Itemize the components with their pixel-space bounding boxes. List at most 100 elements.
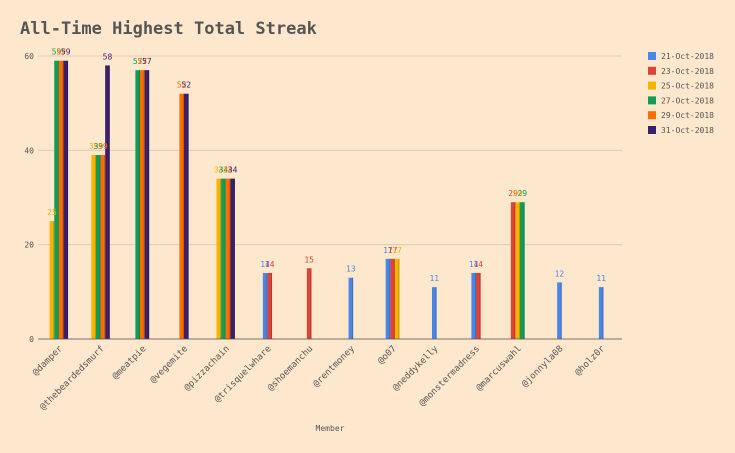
data-label: 29 bbox=[508, 189, 518, 198]
bar bbox=[394, 258, 400, 339]
bar bbox=[267, 272, 273, 339]
bar-shade bbox=[389, 258, 391, 339]
data-label: 34 bbox=[228, 166, 238, 175]
x-tick-label: @jonnyla08 bbox=[520, 344, 565, 389]
y-tick-label: 0 bbox=[29, 335, 34, 344]
bar-shade bbox=[138, 70, 140, 340]
bar bbox=[348, 277, 354, 339]
bar bbox=[135, 70, 140, 340]
bar-shade bbox=[514, 202, 516, 339]
legend-label: 27-Oct-2018 bbox=[661, 96, 714, 105]
data-label: 17 bbox=[388, 246, 398, 255]
data-label: 58 bbox=[103, 52, 113, 61]
legend-label: 21-Oct-2018 bbox=[661, 52, 714, 61]
bar-shade bbox=[560, 282, 562, 339]
legend: 21-Oct-2018 23-Oct-2018 25-Oct-2018 27-Oct-… bbox=[648, 52, 714, 135]
data-label: 25 bbox=[47, 208, 57, 217]
bar-shade bbox=[271, 272, 273, 339]
x-tick-label: @meatpie bbox=[111, 344, 149, 382]
data-label: 57 bbox=[133, 57, 143, 66]
gridlines bbox=[38, 55, 622, 340]
data-label: 57 bbox=[137, 57, 147, 66]
legend-swatch bbox=[648, 111, 656, 120]
bar bbox=[385, 258, 391, 339]
bar-shade bbox=[479, 272, 481, 339]
bar bbox=[225, 178, 231, 339]
data-label: 57 bbox=[142, 57, 152, 66]
bar-shade bbox=[57, 60, 59, 339]
x-tick-label: @vegemite bbox=[149, 344, 191, 386]
data-label: 34 bbox=[214, 166, 224, 175]
y-axis: 0 20 40 60 bbox=[24, 52, 34, 344]
data-label: 15 bbox=[304, 255, 314, 264]
bar-shade bbox=[229, 178, 231, 339]
y-tick-label: 20 bbox=[24, 241, 34, 250]
bar-shade bbox=[266, 272, 268, 339]
bar-shade bbox=[62, 60, 64, 339]
data-label: 59 bbox=[61, 48, 71, 57]
bar-shade bbox=[220, 178, 222, 339]
bar-shade bbox=[224, 178, 226, 339]
legend-swatch bbox=[648, 66, 656, 75]
bar bbox=[262, 272, 268, 339]
bar-shade bbox=[67, 60, 69, 339]
bar bbox=[58, 60, 64, 339]
bar-shade bbox=[104, 155, 106, 339]
x-tick-label: @holz0r bbox=[573, 344, 607, 378]
bar-shade bbox=[352, 277, 354, 339]
legend-label: 23-Oct-2018 bbox=[661, 67, 714, 76]
data-label: 34 bbox=[219, 166, 229, 175]
data-label: 11 bbox=[429, 274, 439, 283]
bar bbox=[184, 93, 189, 339]
legend-swatch bbox=[648, 126, 656, 134]
bar bbox=[431, 287, 437, 339]
bar bbox=[476, 272, 481, 339]
bar-shade bbox=[398, 258, 400, 339]
chart-title: All-Time Highest Total Streak bbox=[20, 19, 317, 39]
bar bbox=[139, 70, 145, 340]
bar-shade bbox=[435, 287, 437, 339]
bar bbox=[54, 60, 59, 339]
x-tick-label: @o07 bbox=[376, 344, 398, 366]
bar-shade bbox=[519, 202, 521, 339]
bar-shade bbox=[310, 268, 312, 339]
data-label: 14 bbox=[469, 260, 479, 269]
data-label: 59 bbox=[56, 48, 66, 57]
data-label: 14 bbox=[265, 260, 275, 269]
data-label: 14 bbox=[260, 260, 270, 269]
legend-swatch bbox=[648, 81, 656, 90]
bar bbox=[598, 287, 604, 339]
data-label: 39 bbox=[93, 142, 103, 151]
bar-shade bbox=[187, 93, 189, 339]
bar bbox=[105, 65, 110, 339]
legend-swatch bbox=[648, 52, 656, 60]
data-label: 39 bbox=[98, 142, 108, 151]
bar bbox=[216, 178, 222, 339]
bar-shade bbox=[523, 202, 525, 339]
bar-shade bbox=[94, 155, 96, 339]
bar bbox=[471, 272, 476, 339]
y-tick-label: 40 bbox=[24, 146, 34, 155]
bar bbox=[91, 155, 96, 339]
bar bbox=[230, 178, 235, 339]
data-label: 29 bbox=[513, 189, 523, 198]
bar bbox=[306, 268, 312, 339]
legend-label: 29-Oct-2018 bbox=[661, 111, 714, 120]
legend-label: 25-Oct-2018 bbox=[661, 82, 714, 91]
data-label: 11 bbox=[596, 274, 606, 283]
bar bbox=[100, 155, 106, 339]
data-label: 34 bbox=[223, 166, 233, 175]
bar-shade bbox=[183, 93, 184, 339]
data-label: 52 bbox=[177, 81, 187, 90]
y-tick-label: 60 bbox=[24, 52, 34, 61]
data-label: 13 bbox=[346, 265, 356, 274]
bar bbox=[63, 60, 69, 339]
legend-swatch bbox=[648, 96, 656, 105]
bar bbox=[144, 70, 150, 340]
bar-shade bbox=[393, 258, 395, 339]
x-tick-label: @damper bbox=[31, 344, 65, 378]
bar bbox=[221, 178, 226, 339]
legend-label: 31-Oct-2018 bbox=[661, 126, 714, 135]
bar bbox=[510, 202, 516, 339]
